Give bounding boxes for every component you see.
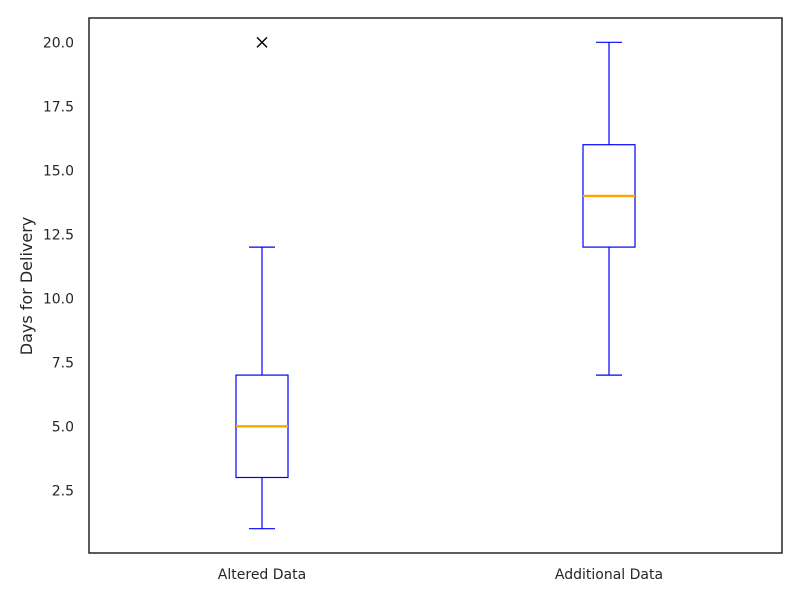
y-tick-label: 10.0 xyxy=(43,291,74,307)
y-tick-label: 2.5 xyxy=(52,483,74,499)
y-tick-label: 17.5 xyxy=(43,99,74,115)
plot-area xyxy=(88,17,783,554)
y-axis-ticks: 2.5 5.0 7.5 10.0 12.5 15.0 17.5 20.0 xyxy=(43,35,74,499)
x-axis-ticks: Altered Data Additional Data xyxy=(218,567,663,583)
box-group xyxy=(582,41,636,376)
outlier-marker xyxy=(256,36,268,48)
x-tick-label: Altered Data xyxy=(218,567,306,583)
y-tick-label: 20.0 xyxy=(43,35,74,51)
boxes-layer xyxy=(235,36,636,530)
y-tick-label: 7.5 xyxy=(52,355,74,371)
box-group xyxy=(235,36,289,530)
y-tick-label: 5.0 xyxy=(52,419,74,435)
x-tick-label: Additional Data xyxy=(555,567,663,583)
y-tick-label: 12.5 xyxy=(43,227,74,243)
y-axis-label: Days for Delivery xyxy=(17,217,36,356)
y-tick-label: 15.0 xyxy=(43,163,74,179)
